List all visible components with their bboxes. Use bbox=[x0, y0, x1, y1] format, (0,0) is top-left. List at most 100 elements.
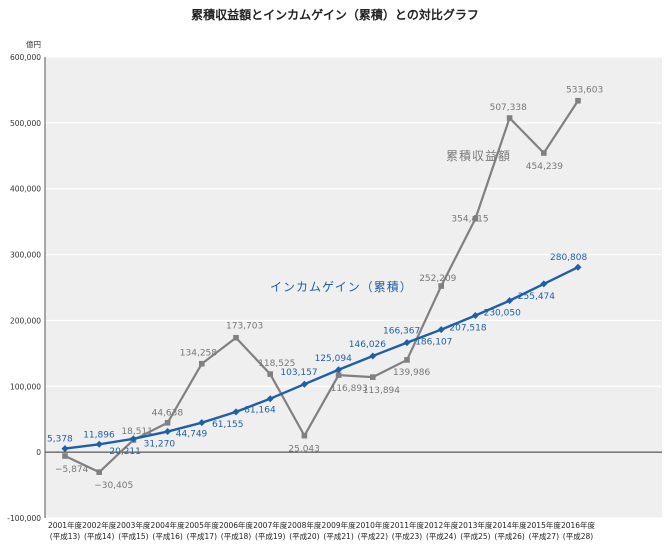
total-return-data-label: 454,239 bbox=[526, 162, 563, 172]
x-tick-label-era: (平成19) bbox=[255, 531, 285, 541]
income-gain-data-label: 11,896 bbox=[83, 430, 115, 440]
total-return-marker bbox=[541, 150, 547, 156]
total-return-data-label: 118,525 bbox=[258, 359, 295, 369]
total-return-marker bbox=[404, 357, 410, 363]
income-gain-data-label: 125,094 bbox=[315, 354, 352, 364]
x-tick-label-era: (平成25) bbox=[460, 531, 490, 541]
income-gain-data-label: 103,157 bbox=[280, 368, 317, 378]
income-gain-data-label: 61,155 bbox=[212, 420, 244, 430]
series-lines bbox=[61, 97, 582, 475]
total-return-marker bbox=[472, 215, 479, 222]
total-return-marker bbox=[575, 97, 581, 104]
total-return-line bbox=[64, 100, 579, 474]
total-return-data-label: 18,511 bbox=[121, 427, 152, 437]
income-gain-marker bbox=[232, 408, 240, 416]
x-tick-label-era: (平成28) bbox=[563, 531, 593, 541]
total-return-data-label: 44,638 bbox=[152, 409, 184, 419]
x-tick-label-year: 2013年度 bbox=[458, 520, 493, 530]
total-return-data-label: 507,338 bbox=[490, 103, 527, 113]
x-tick-label-era: (平成22) bbox=[358, 531, 388, 541]
income-gain-marker bbox=[61, 445, 69, 453]
y-tick-label: 500,000 bbox=[10, 119, 41, 128]
total-return-marker bbox=[96, 469, 102, 475]
x-axis-ticks: 2001年度(平成13)2002年度(平成14)2003年度(平成15)2004… bbox=[48, 520, 596, 541]
income-gain-data-label: 5,378 bbox=[47, 435, 73, 445]
x-tick-label-era: (平成23) bbox=[392, 531, 422, 541]
gridlines bbox=[44, 56, 662, 519]
total-return-marker bbox=[199, 360, 205, 367]
x-tick-label-year: 2005年度 bbox=[185, 520, 220, 530]
total-return-data-label: 113,894 bbox=[363, 386, 400, 396]
y-tick-label: 300,000 bbox=[10, 251, 41, 260]
y-tick-label: 400,000 bbox=[10, 185, 41, 194]
x-tick-label-era: (平成21) bbox=[323, 531, 353, 541]
x-tick-label-year: 2014年度 bbox=[493, 520, 528, 530]
income-gain-marker bbox=[266, 395, 274, 403]
income-gain-data-label: 280,808 bbox=[550, 253, 587, 263]
x-tick-label-year: 2002年度 bbox=[82, 520, 117, 530]
x-tick-label-year: 2010年度 bbox=[356, 520, 391, 530]
x-tick-label-era: (平成24) bbox=[426, 531, 456, 541]
income-gain-marker bbox=[198, 419, 206, 427]
total-return-data-label: 116,893 bbox=[331, 384, 368, 394]
x-tick-label-era: (平成18) bbox=[221, 531, 251, 541]
income-gain-marker bbox=[574, 263, 582, 271]
income-gain-data-label: 230,050 bbox=[484, 309, 521, 319]
x-tick-label-era: (平成16) bbox=[152, 531, 182, 541]
x-tick-label-year: 2004年度 bbox=[151, 520, 186, 530]
series-name-total-return: 累積収益額 bbox=[446, 148, 511, 163]
total-return-data-label: 173,703 bbox=[226, 322, 263, 332]
income-gain-data-label: 20,211 bbox=[109, 447, 140, 457]
y-tick-label: -100,000 bbox=[7, 514, 41, 523]
income-gain-marker bbox=[369, 352, 377, 360]
total-return-marker bbox=[506, 115, 513, 121]
income-gain-data-label: 146,026 bbox=[349, 340, 386, 350]
x-tick-label-era: (平成15) bbox=[118, 531, 148, 541]
total-return-marker bbox=[267, 371, 273, 377]
x-tick-label-year: 2003年度 bbox=[116, 520, 151, 530]
income-gain-data-label: 255,474 bbox=[518, 292, 555, 302]
x-tick-label-era: (平成27) bbox=[529, 531, 559, 541]
total-return-data-label: 139,986 bbox=[393, 368, 430, 378]
x-tick-label-year: 2008年度 bbox=[287, 520, 322, 530]
income-gain-data-label: 166,367 bbox=[383, 327, 420, 337]
income-gain-marker bbox=[300, 380, 308, 388]
series-name-income-gain: インカムゲイン（累積） bbox=[270, 279, 413, 294]
x-tick-label-era: (平成17) bbox=[187, 531, 217, 541]
total-return-data-label: 533,603 bbox=[566, 86, 603, 96]
y-axis-unit-label: 億円 bbox=[26, 39, 41, 49]
x-tick-label-year: 2006年度 bbox=[219, 520, 254, 530]
y-axis-ticks: 600,000 500,000 400,000 300,000 200,000 100,0… bbox=[7, 53, 41, 523]
income-gain-line bbox=[64, 266, 579, 450]
y-tick-label: 600,000 bbox=[10, 53, 41, 62]
total-return-marker bbox=[164, 419, 171, 426]
chart-title: 累積収益額とインカムゲイン（累積）との対比グラフ bbox=[191, 8, 479, 22]
income-gain-marker bbox=[95, 440, 103, 448]
x-tick-label-year: 2016年度 bbox=[561, 520, 596, 530]
y-tick-label: 200,000 bbox=[10, 316, 41, 325]
total-return-marker bbox=[335, 372, 342, 378]
x-tick-label-year: 2001年度 bbox=[48, 520, 83, 530]
income-gain-marker bbox=[471, 311, 479, 319]
income-gain-marker bbox=[403, 339, 411, 347]
income-gain-marker bbox=[540, 280, 548, 288]
income-gain-marker bbox=[335, 366, 343, 374]
total-return-marker bbox=[233, 334, 239, 341]
x-tick-label-era: (平成26) bbox=[494, 531, 524, 541]
x-tick-label-year: 2012年度 bbox=[424, 520, 459, 530]
income-gain-marker bbox=[437, 326, 445, 334]
total-return-data-label: −30,405 bbox=[94, 481, 133, 491]
x-tick-label-year: 2007年度 bbox=[253, 520, 288, 530]
y-tick-label: 100,000 bbox=[10, 382, 41, 391]
x-tick-label-era: (平成14) bbox=[84, 531, 114, 541]
income-gain-data-label: 81,164 bbox=[244, 406, 276, 416]
x-tick-label-era: (平成13) bbox=[50, 531, 80, 541]
total-return-data-label: 354,415 bbox=[451, 215, 488, 225]
income-gain-marker bbox=[164, 428, 172, 436]
x-tick-label-era: (平成20) bbox=[289, 531, 319, 541]
y-tick-label: 0 bbox=[36, 448, 41, 457]
income-gain-data-label: 44,749 bbox=[176, 430, 208, 440]
income-gain-data-label: 31,270 bbox=[144, 440, 176, 450]
